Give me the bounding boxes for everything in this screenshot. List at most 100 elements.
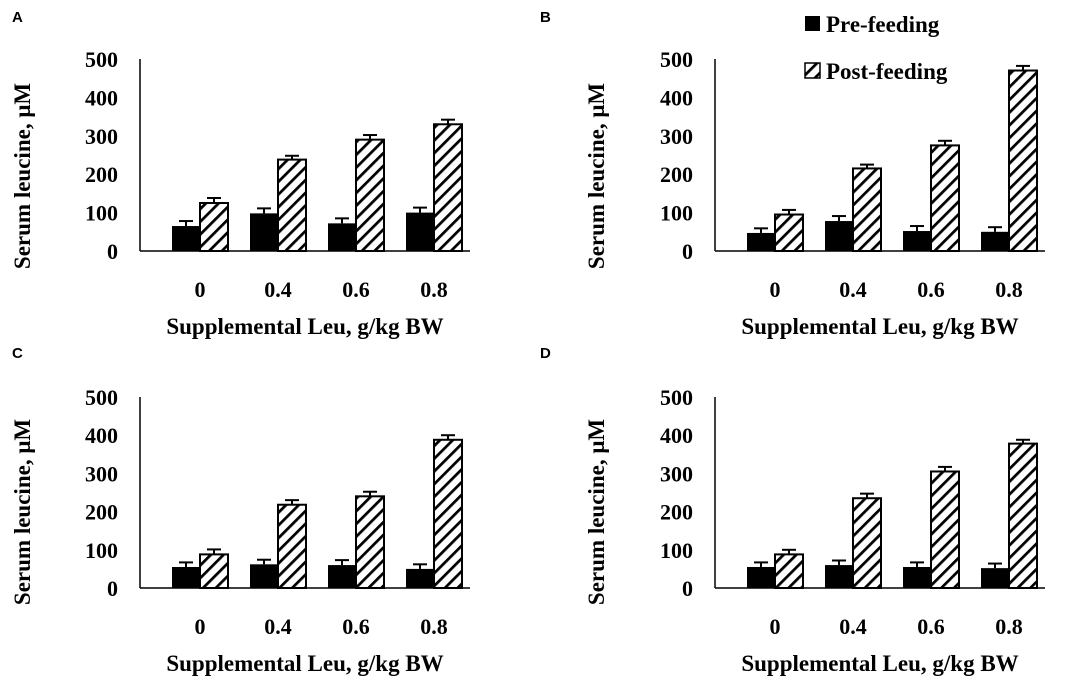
legend: Pre-feeding Post-feeding xyxy=(804,12,948,84)
x-tick-label: 0.4 xyxy=(839,614,867,639)
y-tick-label: 0 xyxy=(682,576,693,601)
y-tick-label: 200 xyxy=(660,500,693,525)
x-axis-title: Supplemental Leu, g/kg BW xyxy=(166,651,443,676)
bar-post-feeding xyxy=(930,470,960,589)
bar-pre-feeding xyxy=(172,226,200,251)
y-tick-label: 100 xyxy=(85,538,118,563)
x-tick-label: 0.8 xyxy=(420,614,448,639)
y-tick-label: 400 xyxy=(660,423,693,448)
panel-c: C Serum leucine, μM Supplemental Leu, g/… xyxy=(10,345,470,676)
y-ticks: 0 100 200 300 400 500 xyxy=(660,385,693,601)
x-tick-label: 0.6 xyxy=(342,277,370,302)
x-tick-label: 0.8 xyxy=(995,614,1023,639)
panel-b: B Serum leucine, μM Supplemental Leu, g/… xyxy=(540,9,1045,339)
bar-pre-feeding xyxy=(406,212,434,251)
y-axis-title: Serum leucine, μM xyxy=(10,83,35,269)
y-tick-label: 500 xyxy=(660,47,693,72)
bar-post-feeding xyxy=(1008,69,1038,252)
y-tick-label: 300 xyxy=(660,461,693,486)
axes xyxy=(714,59,1045,252)
bar-post-feeding xyxy=(355,495,385,590)
bar-post-feeding xyxy=(433,123,463,252)
bar-post-feeding xyxy=(277,503,307,589)
bars xyxy=(172,118,463,252)
y-tick-label: 400 xyxy=(660,85,693,110)
bar-pre-feeding xyxy=(406,568,434,588)
axes xyxy=(139,59,470,252)
x-tick-label: 0.8 xyxy=(420,277,448,302)
bar-post-feeding xyxy=(355,138,385,252)
legend-swatch-pre-feeding xyxy=(805,16,820,31)
bar-pre-feeding xyxy=(981,568,1009,588)
y-tick-label: 500 xyxy=(85,47,118,72)
bar-post-feeding xyxy=(433,438,463,589)
x-tick-label: 0 xyxy=(770,277,781,302)
x-tick-label: 0.4 xyxy=(839,277,867,302)
bars xyxy=(172,434,463,590)
bar-post-feeding xyxy=(277,158,307,252)
y-tick-label: 200 xyxy=(85,162,118,187)
x-tick-labels: 0 0.4 0.6 0.8 xyxy=(195,277,448,302)
bars xyxy=(747,438,1038,590)
y-axis-title: Serum leucine, μM xyxy=(10,419,35,605)
y-tick-label: 100 xyxy=(660,538,693,563)
bar-pre-feeding xyxy=(328,565,356,588)
bar-post-feeding xyxy=(199,553,229,589)
bar-pre-feeding xyxy=(981,231,1009,251)
x-axis-title: Supplemental Leu, g/kg BW xyxy=(741,314,1018,339)
y-tick-label: 400 xyxy=(85,85,118,110)
bar-post-feeding xyxy=(1008,442,1038,589)
x-tick-label: 0.4 xyxy=(264,614,292,639)
bar-pre-feeding xyxy=(903,566,931,588)
bar-pre-feeding xyxy=(250,564,278,588)
y-tick-label: 500 xyxy=(660,385,693,410)
y-tick-label: 0 xyxy=(682,239,693,264)
x-tick-label: 0.6 xyxy=(917,614,945,639)
y-ticks: 0 100 200 300 400 500 xyxy=(85,47,118,264)
bar-pre-feeding xyxy=(747,566,775,588)
panel-letter: D xyxy=(540,345,551,362)
x-tick-label: 0 xyxy=(195,614,206,639)
bar-pre-feeding xyxy=(825,565,853,588)
y-tick-label: 0 xyxy=(107,239,118,264)
bars xyxy=(747,64,1038,253)
x-tick-label: 0.4 xyxy=(264,277,292,302)
legend-label-post-feeding: Post-feeding xyxy=(826,59,948,84)
y-ticks: 0 100 200 300 400 500 xyxy=(660,47,693,264)
y-tick-label: 500 xyxy=(85,385,118,410)
x-tick-labels: 0 0.4 0.6 0.8 xyxy=(770,614,1023,639)
bar-post-feeding xyxy=(930,144,960,252)
bar-post-feeding xyxy=(852,497,882,590)
x-tick-labels: 0 0.4 0.6 0.8 xyxy=(195,614,448,639)
bar-pre-feeding xyxy=(825,221,853,251)
axes xyxy=(714,397,1045,589)
y-tick-label: 300 xyxy=(85,124,118,149)
bar-pre-feeding xyxy=(903,231,931,251)
bar-pre-feeding xyxy=(328,223,356,251)
legend-swatch-post-feeding xyxy=(804,62,821,79)
panel-d: D Serum leucine, μM Supplemental Leu, g/… xyxy=(540,345,1045,676)
y-tick-label: 200 xyxy=(85,500,118,525)
panel-letter: A xyxy=(12,9,23,26)
x-tick-label: 0 xyxy=(195,277,206,302)
x-tick-label: 0.6 xyxy=(342,614,370,639)
x-tick-label: 0 xyxy=(770,614,781,639)
y-tick-label: 300 xyxy=(85,461,118,486)
x-tick-label: 0.8 xyxy=(995,277,1023,302)
y-tick-label: 0 xyxy=(107,576,118,601)
y-tick-label: 100 xyxy=(660,201,693,226)
panel-letter: B xyxy=(540,9,551,26)
x-tick-label: 0.6 xyxy=(917,277,945,302)
x-axis-title: Supplemental Leu, g/kg BW xyxy=(741,651,1018,676)
panel-letter: C xyxy=(12,345,23,362)
legend-label-pre-feeding: Pre-feeding xyxy=(826,12,940,37)
y-tick-label: 100 xyxy=(85,201,118,226)
x-tick-labels: 0 0.4 0.6 0.8 xyxy=(770,277,1023,302)
y-axis-title: Serum leucine, μM xyxy=(584,419,609,605)
y-tick-label: 400 xyxy=(85,423,118,448)
bar-pre-feeding xyxy=(250,213,278,251)
y-axis-title: Serum leucine, μM xyxy=(584,83,609,269)
y-tick-label: 200 xyxy=(660,162,693,187)
bar-post-feeding xyxy=(774,553,804,589)
